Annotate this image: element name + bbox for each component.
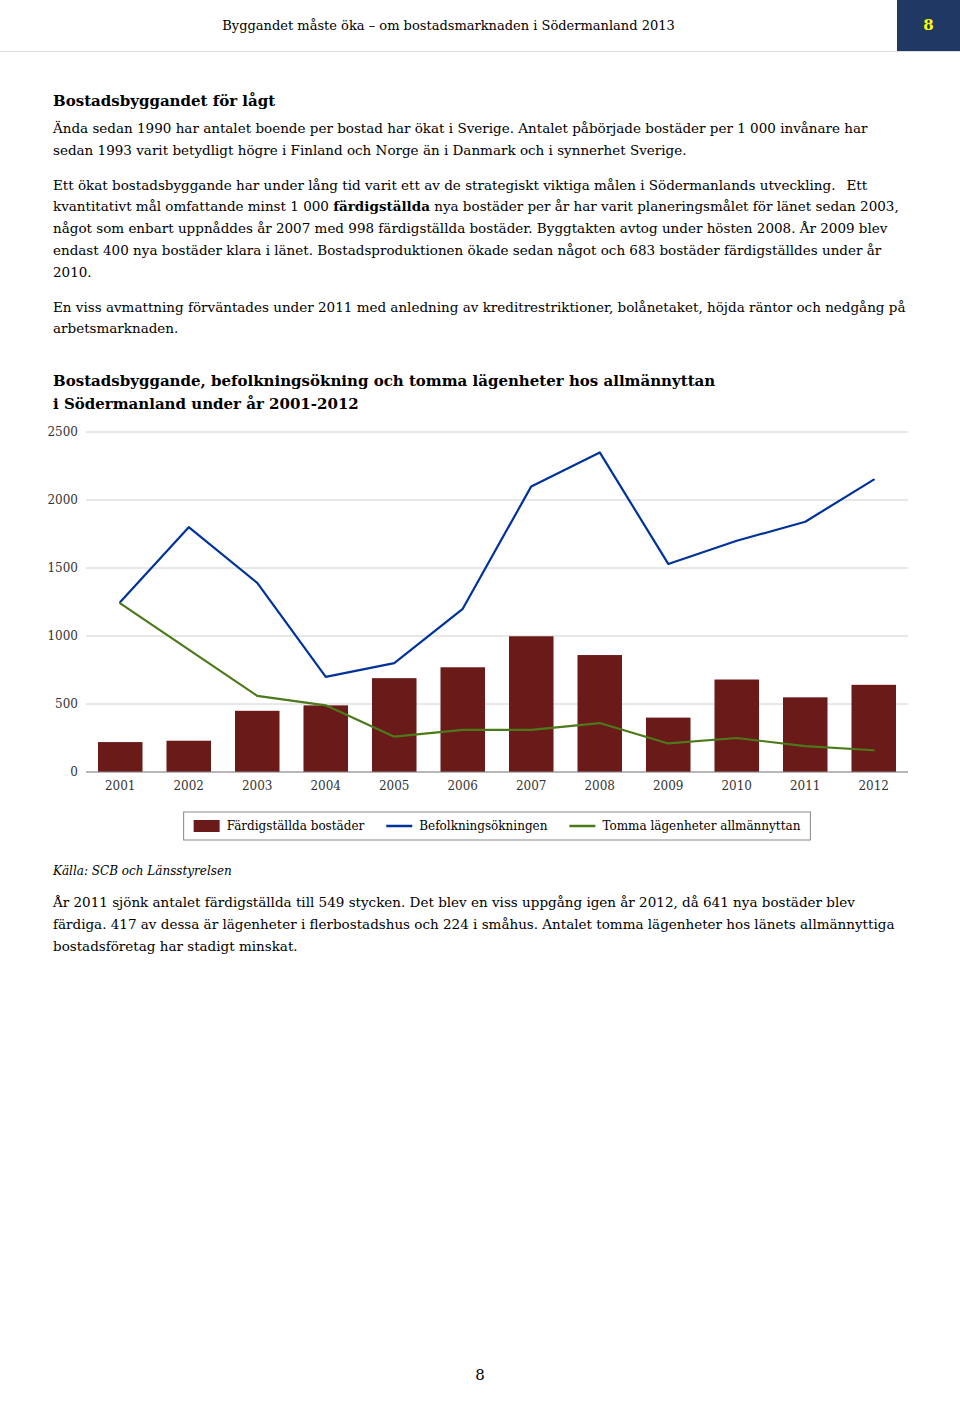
bar bbox=[235, 711, 280, 772]
legend-swatch bbox=[194, 820, 220, 832]
legend-label: Befolkningsökningen bbox=[419, 819, 547, 833]
y-tick-label: 2500 bbox=[47, 425, 78, 439]
legend-box bbox=[184, 812, 811, 840]
chart-title: Bostadsbyggande, befolkningsökning och t… bbox=[53, 370, 908, 393]
x-tick-label: 2004 bbox=[310, 779, 341, 793]
paragraph-bold: färdigställda bbox=[333, 198, 430, 214]
bar bbox=[372, 678, 417, 772]
bar bbox=[166, 741, 211, 772]
chart: 0 500 1000 1500 2000 2500 2001 2002 2003 2004 2005… bbox=[20, 420, 920, 860]
paragraph: Ända sedan 1990 har antalet boende per b… bbox=[53, 118, 908, 162]
line bbox=[120, 453, 874, 677]
source: Källa: SCB och Länsstyrelsen bbox=[53, 864, 908, 878]
section-title: Bostadsbyggandet för lågt bbox=[53, 92, 908, 110]
legend-swatch bbox=[386, 825, 412, 828]
x-tick-label: 2008 bbox=[584, 779, 615, 793]
y-tick-label: 0 bbox=[70, 765, 78, 779]
chart-title-block: Bostadsbyggande, befolkningsökning och t… bbox=[53, 370, 908, 416]
bar bbox=[577, 655, 622, 772]
bar bbox=[714, 680, 759, 772]
bar bbox=[783, 698, 828, 773]
paragraph: År 2011 sjönk antalet färdigställda till… bbox=[53, 892, 908, 957]
chart-subtitle: i Södermanland under år 2001-2012 bbox=[53, 393, 908, 416]
paragraph: Ett ökat bostadsbyggande har under lång … bbox=[53, 175, 908, 284]
bar bbox=[851, 685, 896, 772]
grid-line bbox=[86, 500, 908, 501]
x-tick-label: 2011 bbox=[790, 779, 821, 793]
grid-line bbox=[86, 772, 908, 773]
x-tick-label: 2010 bbox=[721, 779, 752, 793]
content: Bostadsbyggandet för lågt Ända sedan 1990… bbox=[53, 92, 908, 971]
grid-line bbox=[86, 636, 908, 637]
x-tick-label: 2006 bbox=[447, 779, 478, 793]
y-tick-label: 2000 bbox=[47, 493, 78, 507]
x-tick-label: 2003 bbox=[242, 779, 273, 793]
x-tick-label: 2002 bbox=[173, 779, 204, 793]
x-tick-label: 2009 bbox=[653, 779, 684, 793]
legend-label: Tomma lägenheter allmännyttan bbox=[602, 819, 800, 833]
y-tick-label: 1500 bbox=[47, 561, 78, 575]
legend-label: Färdigställda bostäder bbox=[227, 819, 365, 833]
bar bbox=[509, 636, 554, 772]
paragraph: En viss avmattning förväntades under 201… bbox=[53, 297, 908, 341]
bar bbox=[646, 718, 691, 772]
page-number: 8 bbox=[897, 0, 960, 51]
grid-line bbox=[86, 568, 908, 569]
grid-line bbox=[86, 432, 908, 433]
y-tick-label: 500 bbox=[55, 697, 78, 711]
header: Byggandet måste öka – om bostadsmarknade… bbox=[0, 0, 960, 52]
line bbox=[120, 604, 874, 751]
page: Byggandet måste öka – om bostadsmarknade… bbox=[0, 0, 960, 1407]
plot-marks bbox=[98, 453, 896, 773]
page-title: Byggandet måste öka – om bostadsmarknade… bbox=[0, 0, 897, 51]
x-tick-label: 2001 bbox=[105, 779, 136, 793]
x-axis-line bbox=[86, 772, 908, 773]
legend-swatch bbox=[569, 825, 595, 828]
legend: Färdigställda bostäder Befolkningsökninge… bbox=[184, 812, 811, 840]
bar bbox=[98, 742, 143, 772]
x-tick-label: 2007 bbox=[516, 779, 547, 793]
x-tick-label: 2005 bbox=[379, 779, 410, 793]
page-number: 8 bbox=[0, 1366, 960, 1384]
bar bbox=[303, 706, 348, 773]
y-tick-label: 1000 bbox=[47, 629, 78, 643]
x-tick-label: 2012 bbox=[858, 779, 889, 793]
bar bbox=[440, 667, 485, 772]
